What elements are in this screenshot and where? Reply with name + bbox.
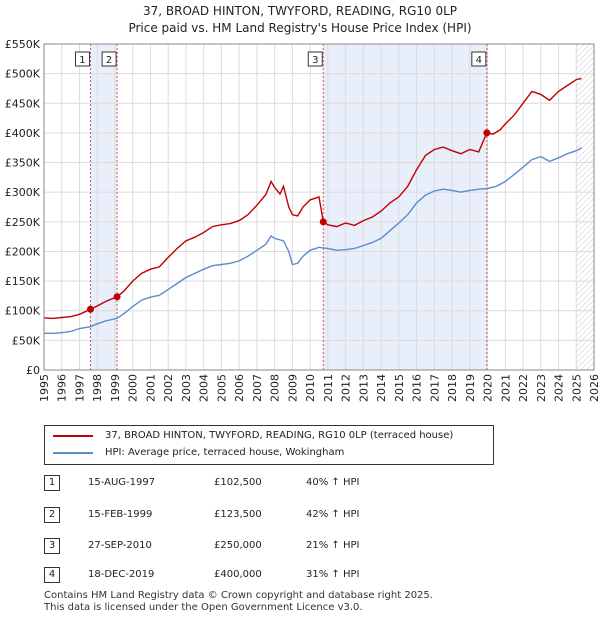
x-tick-label: 2009 — [286, 374, 299, 402]
sale-number: 2 — [44, 507, 60, 523]
legend-item-hpi: HPI: Average price, terraced house, Woki… — [53, 447, 344, 458]
x-tick-label: 2018 — [446, 374, 459, 402]
sale-hpi-change: 31% ↑ HPI — [306, 569, 360, 580]
sale-hpi-change: 40% ↑ HPI — [306, 477, 360, 488]
x-tick-label: 1997 — [73, 374, 86, 402]
legend-swatch-property — [53, 434, 93, 437]
x-tick-label: 2007 — [251, 374, 264, 402]
sale-period-shade — [90, 44, 118, 370]
legend-swatch-hpi — [53, 451, 93, 454]
sale-date: 15-FEB-1999 — [88, 509, 153, 520]
x-tick-label: 2004 — [198, 374, 211, 402]
x-tick-label: 1999 — [109, 374, 122, 402]
x-tick-label: 2014 — [375, 374, 388, 402]
sale-price: £102,500 — [214, 477, 262, 488]
sale-marker — [86, 305, 94, 313]
sale-number: 3 — [44, 538, 60, 554]
sale-row-1: 1 15-AUG-1997 £102,500 40% ↑ HPI — [44, 475, 444, 493]
x-tick-label: 2010 — [304, 374, 317, 402]
y-tick-label: £300K — [5, 186, 41, 199]
legend-item-property: 37, BROAD HINTON, TWYFORD, READING, RG10… — [53, 430, 453, 441]
y-tick-label: £250K — [5, 216, 41, 229]
x-tick-label: 2021 — [499, 374, 512, 402]
x-tick-label: 2013 — [357, 374, 370, 402]
x-tick-label: 2017 — [428, 374, 441, 402]
y-tick-label: £550K — [5, 38, 41, 51]
x-tick-label: 2000 — [127, 374, 140, 402]
x-tick-label: 2019 — [464, 374, 477, 402]
sale-date: 18-DEC-2019 — [88, 569, 155, 580]
x-tick-label: 2026 — [588, 374, 600, 402]
sale-date: 27-SEP-2010 — [88, 540, 152, 551]
sale-number-label: 4 — [476, 55, 482, 66]
property-price-line — [43, 77, 582, 320]
sale-number-label: 2 — [106, 55, 112, 66]
y-tick-label: £200K — [5, 245, 41, 258]
x-tick-label: 2008 — [269, 374, 282, 402]
sale-row-2: 2 15-FEB-1999 £123,500 42% ↑ HPI — [44, 507, 444, 525]
x-tick-label: 2003 — [180, 374, 193, 402]
x-tick-label: 2006 — [233, 374, 246, 402]
sale-number-box — [307, 51, 323, 67]
x-tick-label: 2001 — [144, 374, 157, 402]
y-tick-label: £50K — [12, 334, 41, 347]
sale-price: £250,000 — [214, 540, 262, 551]
sale-number-label: 3 — [312, 55, 318, 66]
sale-marker — [319, 218, 327, 226]
y-tick-label: £150K — [5, 275, 41, 288]
x-tick-label: 1998 — [91, 374, 104, 402]
sale-date: 15-AUG-1997 — [88, 477, 156, 488]
sale-marker — [483, 129, 491, 137]
sale-number-box — [74, 51, 90, 67]
y-tick-label: £100K — [5, 305, 41, 318]
sale-number: 4 — [44, 567, 60, 583]
hpi-line — [44, 147, 582, 334]
y-tick-label: £0 — [26, 364, 40, 377]
x-tick-label: 2012 — [340, 374, 353, 402]
footer-copyright: Contains HM Land Registry data © Crown c… — [44, 590, 433, 601]
x-tick-label: 2011 — [322, 374, 335, 402]
plot-area — [44, 44, 594, 370]
sale-row-3: 3 27-SEP-2010 £250,000 21% ↑ HPI — [44, 538, 444, 556]
sale-hpi-change: 42% ↑ HPI — [306, 509, 360, 520]
x-tick-label: 2005 — [215, 374, 228, 402]
x-tick-label: 2024 — [553, 374, 566, 402]
sale-period-shade — [323, 44, 487, 370]
legend-label-hpi: HPI: Average price, terraced house, Woki… — [105, 447, 345, 458]
x-tick-label: 2002 — [162, 374, 175, 402]
price-chart: 1 2 3 4 £0 £50K £100K £150K £200K £250K £300K £350… — [5, 38, 600, 402]
sale-price: £400,000 — [214, 569, 262, 580]
sale-number: 1 — [44, 475, 60, 491]
x-tick-label: 1995 — [38, 374, 51, 402]
sale-number-box — [101, 51, 117, 67]
chart-title: 37, BROAD HINTON, TWYFORD, READING, RG10… — [142, 4, 458, 18]
sale-number-label: 1 — [79, 55, 85, 66]
sale-price: £123,500 — [214, 509, 262, 520]
sale-marker — [113, 293, 121, 301]
x-tick-label: 2023 — [535, 374, 548, 402]
x-tick-label: 2025 — [570, 374, 583, 402]
x-tick-label: 2016 — [411, 374, 424, 402]
plot-frame — [43, 43, 595, 371]
x-tick-label: 2022 — [517, 374, 530, 402]
x-tick-label: 1996 — [56, 374, 69, 402]
legend-label-property: 37, BROAD HINTON, TWYFORD, READING, RG10… — [105, 430, 454, 441]
legend: 37, BROAD HINTON, TWYFORD, READING, RG10… — [44, 425, 494, 465]
y-tick-label: £450K — [5, 97, 41, 110]
sale-number-box — [471, 51, 487, 67]
x-tick-label: 2015 — [393, 374, 406, 402]
y-tick-label: £500K — [5, 68, 41, 81]
chart-subtitle: Price paid vs. HM Land Registry's House … — [128, 21, 472, 35]
projection-hatch — [576, 44, 594, 370]
sale-hpi-change: 21% ↑ HPI — [306, 540, 360, 551]
sale-row-4: 4 18-DEC-2019 £400,000 31% ↑ HPI — [44, 567, 444, 585]
y-tick-label: £400K — [5, 127, 41, 140]
y-tick-label: £350K — [5, 157, 41, 170]
footer-licence: This data is licensed under the Open Gov… — [44, 602, 363, 613]
x-tick-label: 2020 — [482, 374, 495, 402]
